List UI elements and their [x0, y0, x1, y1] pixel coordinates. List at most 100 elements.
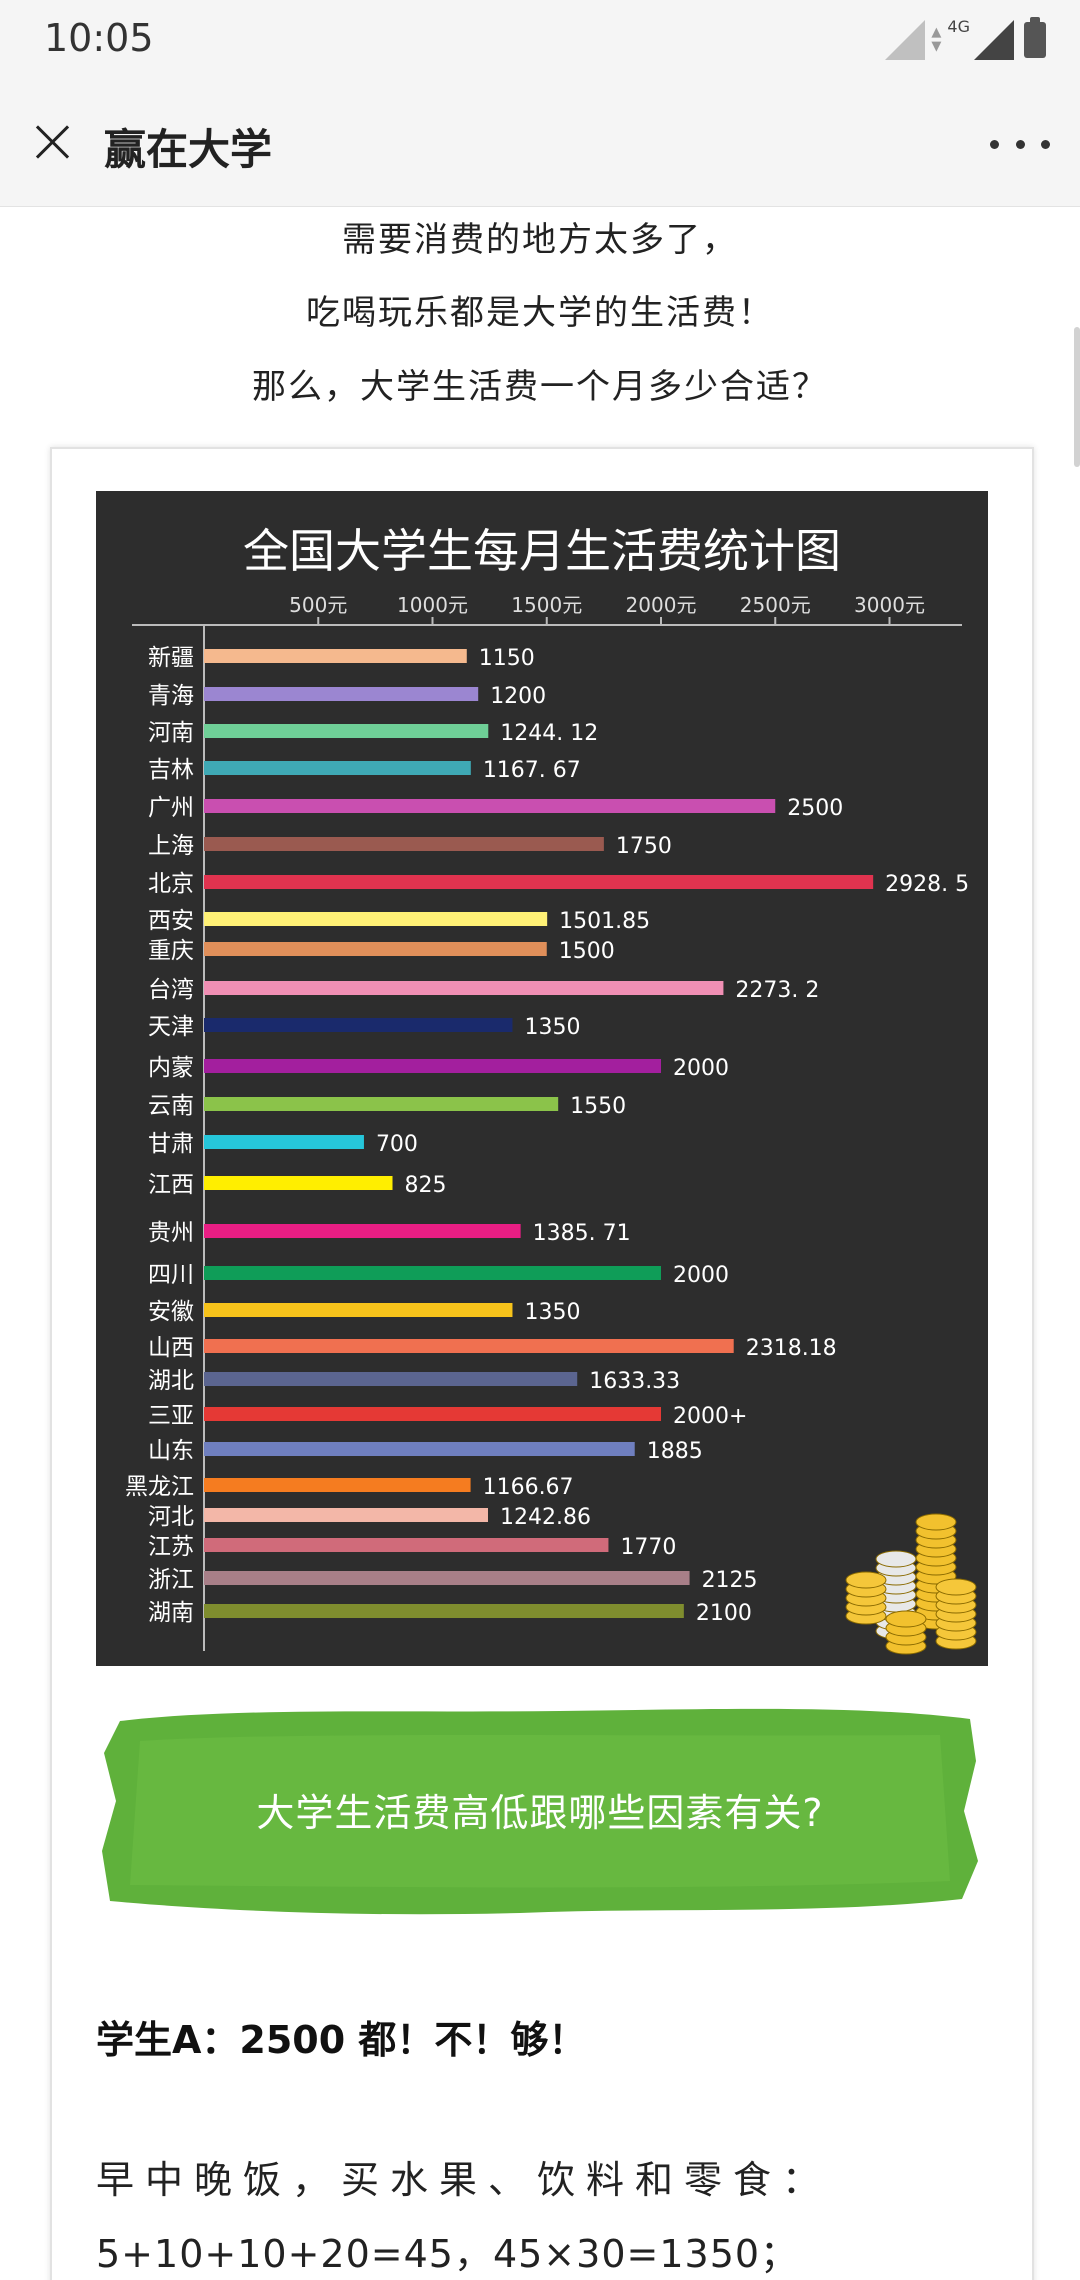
student-heading: 学生A：2500 都！不！够！: [96, 2018, 587, 2062]
scrollbar[interactable]: [1074, 327, 1080, 467]
category-label: 黑龙江: [125, 1474, 194, 1500]
category-label: 吉林: [148, 757, 194, 783]
more-options-button[interactable]: [990, 120, 1050, 168]
chart-title: 全国大学生每月生活费统计图: [243, 524, 841, 578]
category-label: 广州: [148, 795, 194, 821]
category-label: 云南: [148, 1093, 194, 1119]
coin-stack-icon: [875, 1550, 917, 1568]
bar: [204, 837, 604, 851]
tick-label: 2000元: [626, 593, 697, 617]
coin-stack-icon: [915, 1513, 957, 1531]
tick-label: 1000元: [397, 593, 468, 617]
intro-line: 需要消费的地方太多了，: [342, 220, 738, 260]
status-bar: 10:05 ▲ ▼ 4G: [0, 0, 1080, 82]
value-label: 1350: [524, 1300, 580, 1325]
value-label: 2928. 5: [885, 872, 969, 897]
signal-strong-icon: [974, 20, 1014, 60]
tick-label: 2500元: [740, 593, 811, 617]
value-label: 1770: [620, 1535, 676, 1560]
article-card: 全国大学生每月生活费统计图 500元 1000元 1500元 2000元 2500元 300…: [50, 447, 1034, 2280]
value-label: 2000: [673, 1263, 729, 1288]
category-label: 新疆: [148, 645, 194, 671]
tick-label: 3000元: [854, 593, 925, 617]
category-label: 浙江: [148, 1567, 194, 1593]
category-label: 北京: [148, 871, 194, 897]
tick-label: 1500元: [511, 593, 582, 617]
status-time: 10:05: [44, 16, 154, 60]
bar: [204, 1508, 488, 1522]
value-label: 1167. 67: [483, 758, 581, 783]
intro-line: 那么，大学生活费一个月多少合适？: [252, 367, 828, 407]
dot-icon: [1015, 139, 1025, 149]
value-label: 1500: [559, 939, 615, 964]
category-label: 贵州: [148, 1220, 194, 1246]
bar: [204, 1059, 661, 1073]
category-label: 重庆: [148, 938, 194, 964]
bar: [204, 1135, 364, 1149]
category-label: 天津: [148, 1014, 194, 1040]
category-label: 青海: [148, 683, 194, 709]
network-type: 4G: [947, 16, 970, 36]
article-text: 5+10+10+20=45，45×30=1350；: [96, 2232, 800, 2276]
value-label: 1150: [479, 646, 535, 671]
dot-icon: [1041, 139, 1050, 149]
value-label: 1200: [490, 684, 546, 709]
bar: [204, 1407, 661, 1421]
value-label: 2273. 2: [735, 978, 819, 1003]
bar: [204, 981, 724, 995]
bar: [204, 761, 471, 775]
bar: [204, 1303, 513, 1317]
value-label: 1750: [616, 834, 672, 859]
page-title: 赢在大学: [104, 125, 273, 174]
battery-icon: [1024, 17, 1046, 58]
bar: [204, 1442, 635, 1456]
banner-text: 大学生活费高低跟哪些因素有关?: [256, 1790, 824, 1835]
value-label: 1166.67: [483, 1475, 574, 1500]
category-label: 四川: [148, 1262, 194, 1288]
bar: [204, 1571, 690, 1585]
bar: [204, 1176, 393, 1190]
bar: [204, 1339, 734, 1353]
value-label: 1501.85: [559, 909, 650, 934]
bar: [204, 1604, 684, 1618]
category-label: 西安: [148, 908, 194, 934]
coin-stack-icon: [935, 1578, 977, 1596]
bar: [204, 912, 548, 926]
value-label: 1633.33: [589, 1369, 680, 1394]
value-label: 2100: [696, 1601, 752, 1626]
category-label: 安徽: [148, 1299, 194, 1325]
coin-stack-icon: [845, 1571, 887, 1589]
value-label: 700: [376, 1132, 418, 1157]
spending-chart: 全国大学生每月生活费统计图 500元 1000元 1500元 2000元 2500元 300…: [96, 491, 988, 1666]
category-label: 甘肃: [148, 1131, 194, 1157]
bar: [204, 1372, 578, 1386]
category-label: 江苏: [148, 1534, 194, 1560]
bar: [204, 1224, 521, 1238]
chart-svg: 全国大学生每月生活费统计图 500元 1000元 1500元 2000元 2500元 300…: [125, 524, 977, 1655]
article-text: 早中晚饭，买水果、饮料和零食：: [96, 2158, 832, 2202]
bar: [204, 649, 467, 663]
category-label: 河南: [148, 720, 194, 746]
category-label: 内蒙: [148, 1055, 194, 1081]
data-arrows-icon: ▲ ▼: [931, 25, 942, 54]
value-label: 1244. 12: [500, 721, 598, 746]
bar: [204, 1478, 471, 1492]
coin-stack-icon: [885, 1610, 927, 1628]
bar: [204, 799, 776, 813]
signal-icon: [885, 20, 926, 60]
value-label: 2000: [673, 1056, 729, 1081]
value-label: 2500: [787, 796, 843, 821]
close-button[interactable]: [24, 114, 80, 170]
bar: [204, 1266, 661, 1280]
bar: [204, 875, 874, 889]
article-content[interactable]: 需要消费的地方太多了， 吃喝玩乐都是大学的生活费！ 那么，大学生活费一个月多少合…: [0, 207, 1080, 2280]
value-label: 2125: [702, 1568, 758, 1593]
category-label: 河北: [148, 1504, 194, 1530]
category-label: 湖南: [148, 1600, 194, 1626]
value-label: 1550: [570, 1094, 626, 1119]
value-label: 1385. 71: [533, 1221, 631, 1246]
category-label: 三亚: [148, 1403, 194, 1429]
status-icons: ▲ ▼ 4G: [885, 16, 1046, 62]
category-label: 台湾: [148, 977, 194, 1003]
title-bar: 赢在大学: [0, 82, 1080, 207]
